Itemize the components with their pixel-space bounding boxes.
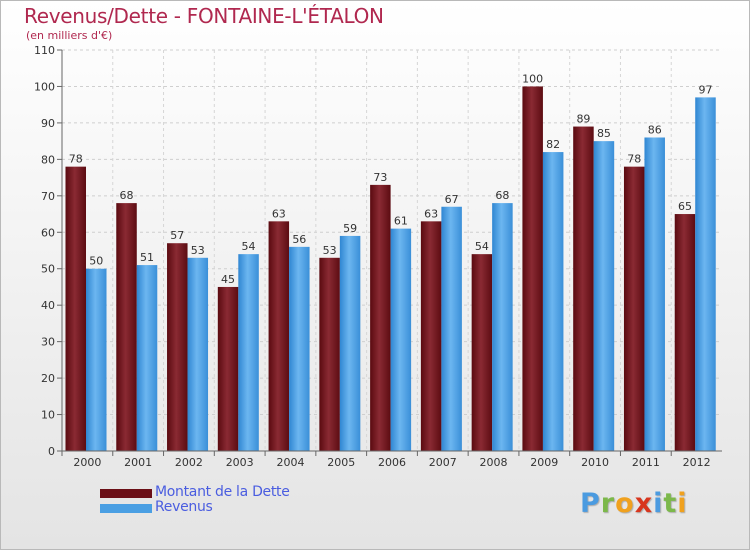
bar-revenue-2004 [289,246,310,451]
data-label-revenue-2004: 56 [292,233,306,246]
chart-title: Revenus/Dette - FONTAINE-L'ÉTALON [24,4,384,28]
x-tick-label-2003: 2003 [226,456,254,469]
bar-debt-2002 [167,243,188,451]
y-tick-label: 10 [41,409,55,422]
x-tick-label-2000: 2000 [73,456,101,469]
x-tick-label-2011: 2011 [632,456,660,469]
y-tick-label: 60 [41,226,55,239]
bar-debt-2006 [370,184,391,451]
y-tick-label: 50 [41,263,55,276]
data-label-debt-2010: 89 [576,113,590,126]
x-tick-label-2005: 2005 [327,456,355,469]
x-tick-label-2012: 2012 [683,456,711,469]
legend-label-revenue: Revenus [155,499,213,515]
bar-revenue-2001 [136,265,158,451]
data-label-debt-2000: 78 [69,153,83,166]
bar-revenue-2002 [187,257,209,451]
bar-debt-2005 [319,257,340,451]
data-label-debt-2003: 45 [221,273,235,286]
logo-letter: P [580,488,601,519]
data-label-revenue-2010: 85 [597,127,611,140]
y-tick-label: 40 [41,299,55,312]
logo-letter: i [677,488,688,519]
x-tick-label-2006: 2006 [378,456,406,469]
data-label-revenue-2009: 82 [546,138,560,151]
y-tick-label: 100 [34,80,55,93]
y-tick-label: 110 [34,44,55,57]
logo-letter: o [615,488,635,519]
logo-letter: x [634,488,654,519]
bar-revenue-2007 [441,206,462,451]
data-label-revenue-2003: 54 [242,240,256,253]
x-tick-label-2009: 2009 [530,456,558,469]
bar-debt-2001 [116,203,137,451]
data-label-revenue-2007: 67 [445,193,459,206]
bar-revenue-2000 [86,268,107,451]
data-labels: 78 50 68 51 57 53 45 54 63 56 53 59 73 61 63 67 54 68 100 8… [69,72,713,286]
data-label-revenue-2002: 53 [191,244,205,257]
x-tick-label-2007: 2007 [429,456,457,469]
y-tick-label: 0 [48,445,55,458]
data-label-debt-2008: 54 [475,240,489,253]
legend-swatch-revenue [100,504,152,513]
bar-debt-2008 [471,254,493,451]
x-tick-label-2008: 2008 [480,456,508,469]
data-label-revenue-2006: 61 [394,215,408,228]
data-label-debt-2007: 63 [424,207,438,220]
bar-revenue-2008 [492,203,513,451]
data-label-revenue-2000: 50 [89,255,103,268]
bar-revenue-2006 [390,228,412,451]
data-label-revenue-2012: 97 [698,83,712,96]
data-label-debt-2001: 68 [120,189,134,202]
bar-debt-2012 [674,214,696,451]
data-label-debt-2006: 73 [373,171,387,184]
bar-debt-2009 [522,86,543,452]
data-label-revenue-2005: 59 [343,222,357,235]
data-label-revenue-2011: 86 [648,123,662,136]
y-tick-label: 30 [41,336,55,349]
data-label-debt-2004: 63 [272,207,286,220]
legend-swatch-debt [100,489,152,498]
y-tick-label: 90 [41,117,55,130]
logo-letter: r [600,488,616,519]
legend-label-debt: Montant de la Dette [155,484,290,500]
data-label-revenue-2008: 68 [495,189,509,202]
bar-revenue-2010 [593,141,615,452]
data-label-debt-2012: 65 [678,200,692,213]
bar-revenue-2005 [339,235,361,451]
bar-debt-2011 [623,166,645,451]
bar-debt-2010 [573,126,594,452]
x-tick-label-2001: 2001 [124,456,152,469]
bar-debt-2007 [420,221,442,451]
y-tick-label: 70 [41,190,55,203]
data-label-debt-2011: 78 [627,153,641,166]
bar-revenue-2009 [542,152,564,451]
bar-revenue-2012 [695,97,716,452]
data-label-debt-2005: 53 [323,244,337,257]
x-tick-label-2010: 2010 [581,456,609,469]
bar-revenue-2011 [644,137,665,451]
x-tick-label-2004: 2004 [276,456,304,469]
data-label-debt-2002: 57 [170,229,184,242]
bar-debt-2004 [268,221,290,451]
bar-debt-2003 [217,286,239,451]
bars [65,86,716,452]
logo-letter: t [663,488,678,519]
bar-revenue-2003 [238,254,259,451]
proxiti-logo: Proxiti [580,488,688,519]
x-tick-label-2002: 2002 [175,456,203,469]
data-label-debt-2009: 100 [522,72,543,85]
y-tick-label: 20 [41,372,55,385]
axes: 0 10 20 30 40 50 60 70 80 90 100 110 2000 2001 2002 200… [34,44,722,469]
bar-debt-2000 [65,166,86,451]
chart-subtitle: (en milliers d'€) [26,29,113,42]
y-tick-label: 80 [41,153,55,166]
logo-letter: i [653,488,664,519]
data-label-revenue-2001: 51 [140,251,154,264]
